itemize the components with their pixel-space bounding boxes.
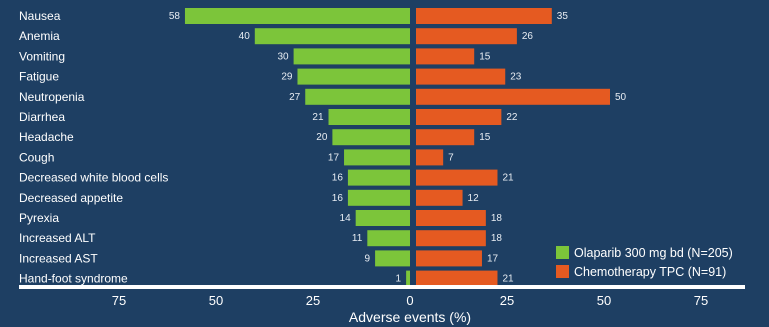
chemotherapy-value-label: 17 [487, 253, 499, 264]
chemotherapy-value-label: 15 [479, 132, 491, 143]
category-label: Anemia [19, 29, 60, 43]
chemotherapy-value-label: 15 [479, 51, 491, 62]
chemotherapy-bar [416, 169, 498, 186]
x-tick-label: 0 [406, 293, 413, 308]
category-label: Hand-foot syndrome [19, 272, 128, 286]
category-label: Nausea [19, 9, 61, 23]
chemotherapy-value-label: 23 [510, 72, 522, 83]
olaparib-value-label: 40 [239, 31, 251, 42]
olaparib-value-label: 16 [332, 173, 344, 184]
olaparib-value-label: 1 [396, 274, 402, 285]
chemotherapy-bar [416, 8, 552, 24]
olaparib-bar [347, 169, 410, 186]
olaparib-value-label: 14 [340, 213, 352, 224]
category-label: Fatigue [19, 70, 59, 84]
x-axis-line [19, 285, 745, 289]
olaparib-bar [305, 88, 410, 105]
x-tick-label: 75 [112, 293, 126, 308]
chemotherapy-value-label: 21 [502, 173, 514, 184]
x-tick-label: 50 [209, 293, 223, 308]
olaparib-bar [332, 129, 410, 146]
x-axis-title: Adverse events (%) [349, 309, 471, 325]
olaparib-bar [347, 189, 410, 206]
chemotherapy-bar [416, 109, 502, 125]
x-tick-label: 75 [694, 293, 708, 308]
legend-swatch [556, 265, 569, 278]
x-tick-label: 25 [500, 293, 514, 308]
olaparib-bar [367, 230, 410, 247]
olaparib-value-label: 58 [169, 11, 181, 22]
chemotherapy-bar [416, 189, 463, 206]
legend-label: Chemotherapy TPC (N=91) [574, 265, 726, 279]
category-label: Increased ALT [19, 231, 96, 245]
chemotherapy-bar [416, 149, 444, 166]
olaparib-value-label: 9 [365, 253, 371, 264]
olaparib-bar [254, 28, 410, 45]
legend-label: Olaparib 300 mg bd (N=205) [574, 246, 733, 260]
category-label: Increased AST [19, 251, 98, 265]
legend-swatch [556, 246, 569, 259]
chemotherapy-bar [416, 270, 498, 287]
olaparib-value-label: 21 [312, 112, 324, 123]
chemotherapy-bar [416, 129, 475, 146]
category-label: Cough [19, 150, 54, 164]
chemotherapy-bar [416, 230, 486, 247]
chemotherapy-bar [416, 28, 517, 45]
x-tick-label: 25 [306, 293, 320, 308]
olaparib-bar [293, 48, 410, 65]
chemotherapy-value-label: 18 [491, 233, 503, 244]
olaparib-bar [406, 270, 410, 287]
chemotherapy-bar [416, 88, 610, 105]
olaparib-value-label: 27 [289, 92, 301, 103]
chemotherapy-bar [416, 48, 475, 65]
chemotherapy-bar [416, 68, 506, 85]
chemotherapy-value-label: 22 [506, 112, 518, 123]
olaparib-value-label: 17 [328, 152, 340, 163]
chemotherapy-value-label: 26 [522, 31, 534, 42]
category-label: Neutropenia [19, 90, 85, 104]
category-label: Pyrexia [19, 211, 59, 225]
chemotherapy-value-label: 50 [615, 92, 627, 103]
category-label: Headache [19, 130, 74, 144]
olaparib-value-label: 29 [281, 72, 293, 83]
category-label: Vomiting [19, 49, 65, 63]
olaparib-value-label: 20 [316, 132, 328, 143]
olaparib-value-label: 30 [277, 51, 289, 62]
olaparib-bar [355, 210, 410, 226]
olaparib-value-label: 16 [332, 193, 344, 204]
chemotherapy-value-label: 7 [448, 152, 454, 163]
olaparib-bar [328, 109, 410, 125]
category-label: Decreased appetite [19, 191, 123, 205]
chemotherapy-value-label: 18 [491, 213, 503, 224]
olaparib-value-label: 11 [352, 233, 363, 244]
olaparib-bar [344, 149, 410, 166]
chemotherapy-bar [416, 250, 482, 267]
olaparib-bar [297, 68, 410, 85]
olaparib-bar [184, 8, 410, 24]
chemotherapy-bar [416, 210, 486, 226]
olaparib-bar [375, 250, 410, 267]
chemotherapy-value-label: 12 [468, 193, 480, 204]
chemotherapy-value-label: 35 [557, 11, 569, 22]
category-label: Decreased white blood cells [19, 171, 168, 185]
category-label: Diarrhea [19, 110, 65, 124]
chemotherapy-value-label: 21 [502, 274, 514, 285]
x-tick-label: 50 [597, 293, 611, 308]
